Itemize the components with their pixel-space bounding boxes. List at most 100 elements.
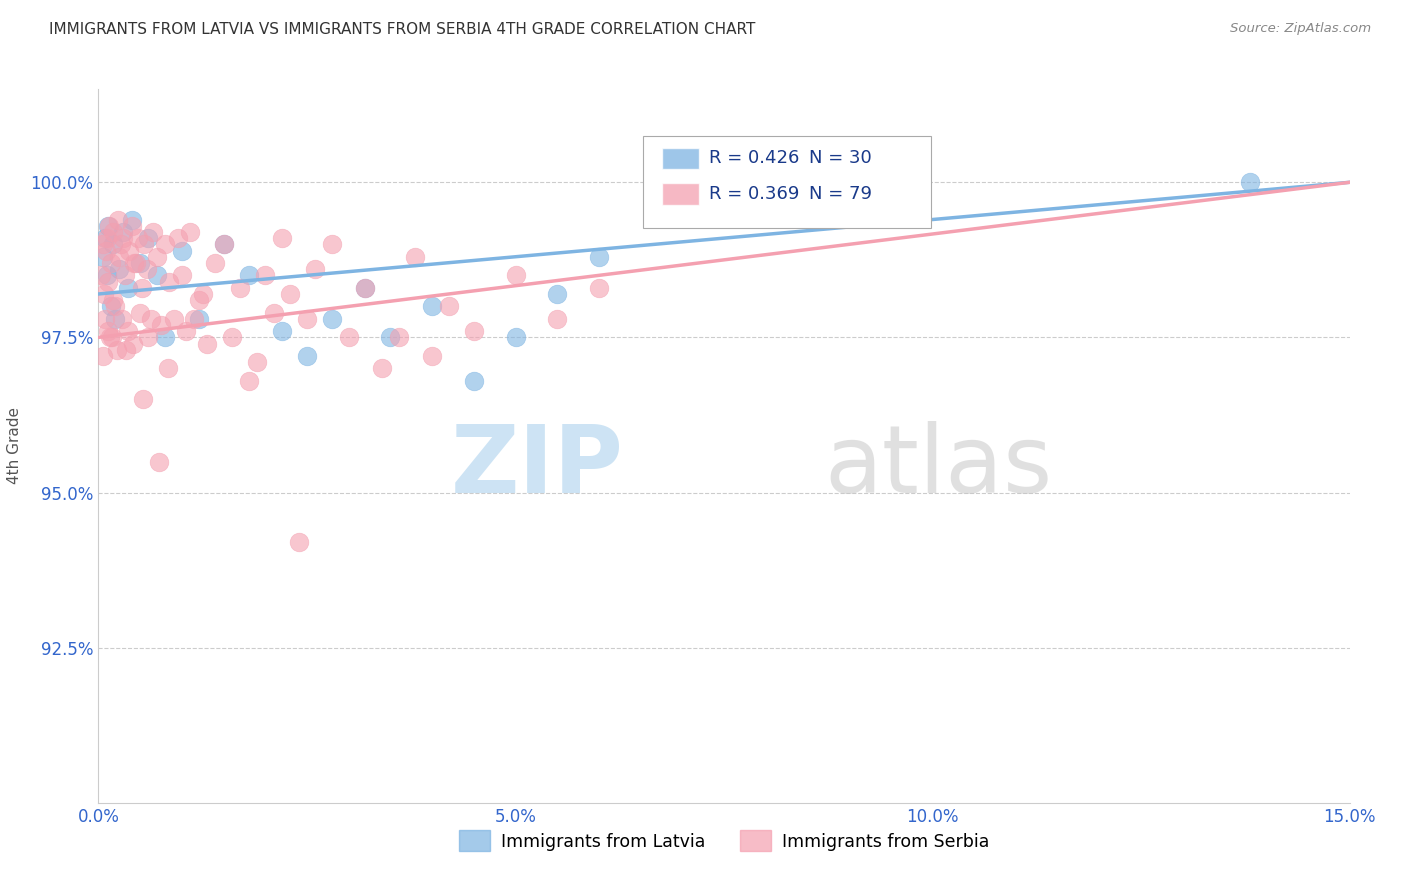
Point: [139, 311, 162, 326]
Point: [271, 324, 294, 338]
Point: [505, 268, 527, 283]
Text: N = 79: N = 79: [810, 186, 872, 203]
Text: N = 30: N = 30: [810, 150, 872, 168]
Point: [588, 281, 610, 295]
Point: [94, 244, 117, 258]
Point: [463, 324, 485, 338]
Point: [254, 268, 277, 283]
Point: [118, 244, 141, 258]
Point: [204, 256, 226, 270]
Point: [156, 361, 179, 376]
Point: [98, 330, 121, 344]
Point: [96, 268, 118, 283]
Point: [195, 336, 218, 351]
Text: R = 0.426: R = 0.426: [709, 150, 800, 168]
Point: [221, 330, 243, 344]
Point: [96, 231, 118, 245]
Point: [104, 299, 127, 313]
Point: [97, 324, 120, 338]
Point: [117, 281, 139, 295]
Point: [179, 225, 201, 239]
Point: [150, 318, 173, 332]
FancyBboxPatch shape: [643, 136, 931, 228]
Y-axis label: 4th Grade: 4th Grade: [7, 408, 22, 484]
Point: [101, 293, 124, 308]
Point: [100, 330, 122, 344]
Point: [93, 349, 115, 363]
Point: [134, 237, 156, 252]
Point: [420, 299, 443, 313]
Point: [420, 349, 443, 363]
Point: [212, 237, 235, 252]
Point: [157, 275, 180, 289]
Point: [263, 305, 285, 319]
Point: [183, 311, 205, 326]
FancyBboxPatch shape: [661, 184, 699, 205]
Point: [142, 225, 165, 239]
FancyBboxPatch shape: [661, 148, 699, 169]
Point: [212, 237, 235, 252]
Point: [170, 244, 193, 258]
Point: [238, 268, 260, 283]
Point: [146, 250, 169, 264]
Point: [246, 355, 269, 369]
Point: [546, 311, 568, 326]
Point: [388, 330, 411, 344]
Point: [103, 237, 125, 252]
Point: [112, 225, 135, 239]
Point: [321, 237, 343, 252]
Point: [146, 268, 169, 283]
Point: [90, 268, 112, 283]
Text: IMMIGRANTS FROM LATVIA VS IMMIGRANTS FROM SERBIA 4TH GRADE CORRELATION CHART: IMMIGRANTS FROM LATVIA VS IMMIGRANTS FRO…: [49, 22, 755, 37]
Point: [354, 281, 377, 295]
Point: [321, 311, 343, 326]
Point: [166, 231, 188, 245]
Point: [229, 281, 252, 295]
Point: [108, 250, 131, 264]
Point: [112, 231, 135, 245]
Point: [91, 237, 114, 252]
Point: [295, 349, 318, 363]
Point: [437, 299, 460, 313]
Point: [94, 231, 117, 245]
Point: [380, 330, 402, 344]
Point: [125, 256, 148, 270]
Point: [98, 219, 121, 233]
Point: [129, 256, 152, 270]
Point: [122, 336, 145, 351]
Point: [121, 212, 143, 227]
Point: [114, 268, 136, 283]
Point: [546, 287, 568, 301]
Point: [162, 311, 184, 326]
Point: [108, 262, 131, 277]
Point: [138, 231, 160, 245]
Point: [131, 281, 153, 295]
Point: [107, 212, 129, 227]
Point: [111, 311, 134, 326]
Point: [97, 275, 120, 289]
Point: [187, 311, 209, 326]
Point: [170, 268, 193, 283]
Point: [354, 281, 377, 295]
Point: [97, 219, 120, 233]
Point: [271, 231, 294, 245]
Text: atlas: atlas: [824, 421, 1053, 514]
Point: [187, 293, 209, 308]
Point: [463, 374, 485, 388]
Point: [304, 262, 326, 277]
Point: [115, 343, 138, 357]
Point: [127, 231, 149, 245]
Point: [404, 250, 426, 264]
Point: [93, 287, 115, 301]
Point: [94, 311, 117, 326]
Point: [110, 237, 132, 252]
Point: [191, 287, 214, 301]
Point: [278, 287, 301, 301]
Point: [131, 392, 153, 407]
Point: [91, 250, 114, 264]
Text: Source: ZipAtlas.com: Source: ZipAtlas.com: [1230, 22, 1371, 36]
Point: [295, 311, 318, 326]
Point: [100, 299, 122, 313]
Point: [1239, 175, 1261, 189]
Point: [105, 343, 128, 357]
